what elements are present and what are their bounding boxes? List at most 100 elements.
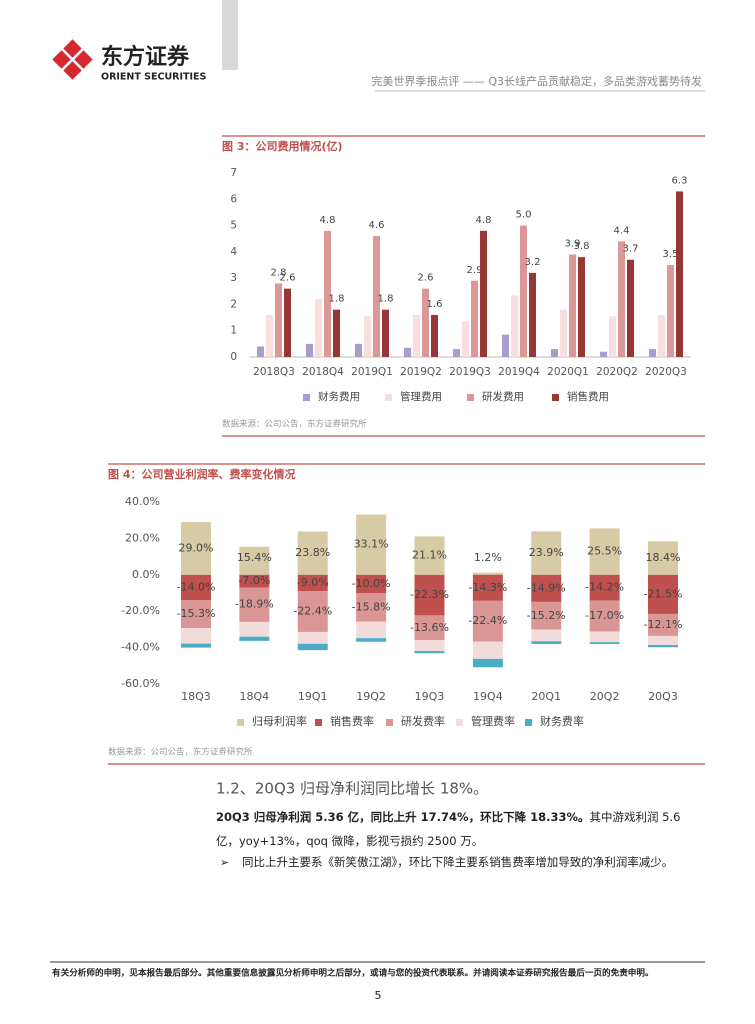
bar-segment	[297, 643, 328, 651]
data-label: 15.4%	[237, 551, 272, 564]
bar	[511, 295, 518, 357]
x-tick-label: 20Q2	[590, 690, 620, 703]
bar-segment	[239, 574, 270, 588]
data-label: -21.5%	[644, 587, 683, 600]
bar	[364, 316, 371, 357]
bar-segment	[356, 638, 387, 642]
y-tick-label: 40.0%	[125, 495, 160, 508]
y-tick-label: 20.0%	[125, 531, 160, 544]
data-label: 23.9%	[529, 546, 564, 559]
data-label: 3.8	[574, 241, 590, 252]
y-tick-label: -60.0%	[121, 677, 160, 690]
data-label: -14.0%	[177, 581, 216, 594]
page-number: 5	[375, 989, 382, 1002]
data-label: -15.2%	[527, 609, 566, 622]
bar	[306, 343, 313, 357]
bar-segment	[414, 574, 445, 616]
data-label: 29.0%	[179, 541, 214, 554]
data-label: 3.2	[525, 257, 541, 268]
bar	[529, 272, 536, 357]
bar-segment	[472, 574, 503, 601]
bullet-marker: ➢	[220, 856, 229, 869]
bar	[355, 343, 362, 357]
bar	[480, 230, 487, 357]
bar	[431, 314, 438, 357]
data-label: -22.4%	[293, 605, 332, 618]
x-tick-label: 2020Q2	[596, 366, 638, 378]
bar	[284, 288, 291, 357]
data-label: -7.0%	[238, 574, 270, 587]
data-label: 2.9	[467, 265, 483, 276]
bar	[373, 236, 380, 357]
chart-source: 数据来源：公司公告，东方证券研究所	[108, 747, 253, 758]
logo-en: ORIENT SECURITIES	[101, 72, 207, 83]
bar-segment	[589, 600, 620, 632]
bar-segment	[414, 615, 445, 641]
x-tick-label: 2020Q3	[645, 366, 687, 378]
bar-segment	[356, 621, 387, 639]
x-tick-label: 20Q3	[648, 690, 678, 703]
bar-segment	[180, 643, 211, 648]
x-tick-label: 2019Q3	[449, 366, 491, 378]
bar-segment	[180, 522, 211, 575]
bar	[315, 299, 322, 357]
data-label: 1.8	[329, 294, 345, 305]
data-label: -15.3%	[177, 607, 216, 620]
bar-segment	[648, 541, 679, 575]
chart-title: 图 3：公司费用情况(亿)	[222, 139, 343, 153]
bar-segment	[648, 645, 679, 648]
x-tick-label: 19Q4	[473, 690, 503, 703]
bar	[578, 257, 585, 357]
bar	[413, 314, 420, 357]
bar-segment	[356, 574, 387, 593]
bar-segment	[180, 600, 211, 629]
x-tick-label: 2018Q3	[253, 366, 295, 378]
bar-segment	[356, 593, 387, 622]
x-tick-label: 18Q3	[181, 690, 211, 703]
bar	[324, 230, 331, 357]
bar-segment	[648, 574, 679, 614]
bar-segment	[414, 640, 445, 652]
legend-label: 研发费用	[482, 390, 524, 403]
y-tick-label: 6	[230, 193, 237, 205]
header-bar	[222, 0, 238, 70]
data-label: 6.3	[672, 175, 688, 186]
legend-label: 管理费用	[400, 390, 442, 403]
data-label: 3.5	[663, 249, 679, 260]
paragraph-bold: 20Q3 归母净利润 5.36 亿，同比上升 17.74%，环比下降 18.33…	[216, 810, 590, 824]
bar-segment	[180, 628, 211, 644]
bar-segment	[531, 629, 562, 642]
bar-segment	[297, 591, 328, 632]
paragraph-text: 其中游戏利润 5.6 亿，yoy+13%，qoq 微降，影视亏损约 2500 万…	[216, 810, 681, 848]
bar-segment	[589, 528, 620, 575]
paragraph: 20Q3 归母净利润 5.36 亿，同比上升 17.74%，环比下降 18.33…	[216, 805, 706, 853]
x-tick-label: 2018Q4	[302, 366, 344, 378]
legend-label: 销售费率	[330, 714, 374, 728]
y-tick-label: 0	[230, 351, 237, 363]
legend-swatch	[467, 394, 474, 401]
data-label: 1.6	[427, 299, 443, 310]
x-tick-label: 18Q4	[240, 690, 270, 703]
bar	[609, 316, 616, 357]
data-label: -18.9%	[235, 598, 274, 611]
data-label: 2.6	[418, 273, 434, 284]
bar-segment	[589, 642, 620, 644]
bar-segment	[472, 641, 503, 659]
bar	[266, 314, 273, 357]
footer-disclaimer: 有关分析师的申明，见本报告最后部分。其他重要信息披露见分析师申明之后部分，或请与…	[52, 967, 654, 979]
bar-segment	[472, 600, 503, 642]
x-tick-label: 2019Q4	[498, 366, 540, 378]
bar-segment	[239, 587, 270, 622]
legend-label: 管理费率	[471, 714, 515, 728]
bullet: 同比上升主要系《新笑傲江湖》，环比下降主要系销售费率增加导致的净利润率减少。	[216, 851, 706, 873]
bar-segment	[648, 635, 679, 646]
data-label: -22.3%	[410, 588, 449, 601]
y-tick-label: -40.0%	[121, 641, 160, 654]
bar	[658, 314, 665, 357]
legend-label: 财务费用	[318, 390, 360, 403]
data-label: 33.1%	[354, 538, 389, 551]
data-label: 18.4%	[646, 551, 681, 564]
bar	[627, 259, 634, 357]
x-tick-label: 2020Q1	[547, 366, 589, 378]
